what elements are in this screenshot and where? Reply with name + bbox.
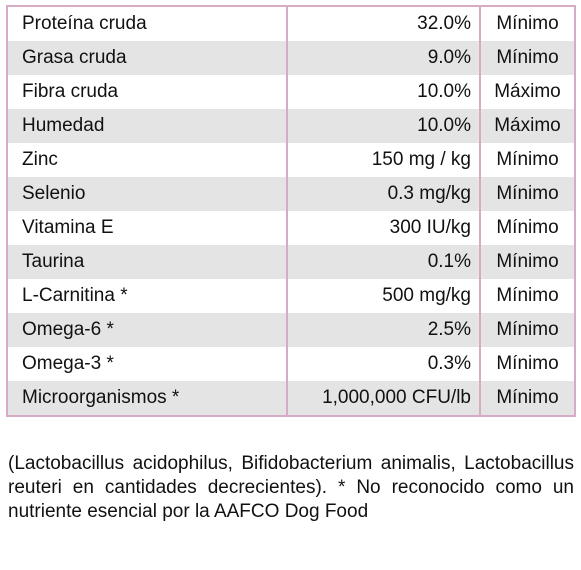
table-row: Taurina 0.1% Mínimo — [6, 245, 576, 279]
table-row: Zinc 150 mg / kg Mínimo — [6, 143, 576, 177]
limit-type: Mínimo — [479, 177, 576, 211]
footnote: (Lactobacillus acidophilus, Bifidobacter… — [8, 453, 574, 522]
table-row: Fibra cruda 10.0% Máximo — [6, 75, 576, 109]
nutrient-name: Microorganismos * — [6, 381, 288, 416]
nutrient-name: Taurina — [6, 245, 288, 279]
nutrient-amount: 0.1% — [286, 245, 481, 279]
limit-type: Mínimo — [479, 211, 576, 245]
nutrient-name: Grasa cruda — [6, 41, 288, 75]
table-row: Proteína cruda 32.0% Mínimo — [6, 6, 576, 41]
nutrient-amount: 150 mg / kg — [286, 143, 481, 177]
nutrient-name: Proteína cruda — [6, 6, 288, 41]
table-row: Humedad 10.0% Máximo — [6, 109, 576, 143]
nutrient-table: Proteína cruda 32.0% Mínimo Grasa cruda 9.0%… — [6, 5, 576, 417]
nutrient-amount: 0.3 mg/kg — [286, 177, 481, 211]
limit-type: Mínimo — [479, 347, 576, 381]
nutrient-name: Fibra cruda — [6, 75, 288, 109]
table-row: Vitamina E 300 IU/kg Mínimo — [6, 211, 576, 245]
nutrient-amount: 10.0% — [286, 75, 481, 109]
table-body: Proteína cruda 32.0% Mínimo Grasa cruda 9.0%… — [6, 6, 576, 416]
table-row: Microorganismos * 1,000,000 CFU/lb Mínimo — [6, 381, 576, 416]
nutrient-amount: 300 IU/kg — [286, 211, 481, 245]
limit-type: Mínimo — [479, 245, 576, 279]
nutrient-name: Omega-3 * — [6, 347, 288, 381]
limit-type: Mínimo — [479, 41, 576, 75]
table-row: Selenio 0.3 mg/kg Mínimo — [6, 177, 576, 211]
nutrient-name: Selenio — [6, 177, 288, 211]
table-row: Grasa cruda 9.0% Mínimo — [6, 41, 576, 75]
nutrient-amount: 32.0% — [286, 6, 481, 41]
nutrient-amount: 1,000,000 CFU/lb — [286, 381, 481, 416]
nutrient-name: Omega-6 * — [6, 313, 288, 347]
table-row: Omega-6 * 2.5% Mínimo — [6, 313, 576, 347]
limit-type: Mínimo — [479, 279, 576, 313]
limit-type: Mínimo — [479, 313, 576, 347]
nutrient-name: Vitamina E — [6, 211, 288, 245]
nutrient-amount: 9.0% — [286, 41, 481, 75]
nutrient-name: L-Carnitina * — [6, 279, 288, 313]
nutrient-amount: 2.5% — [286, 313, 481, 347]
table-row: Omega-3 * 0.3% Mínimo — [6, 347, 576, 381]
limit-type: Mínimo — [479, 381, 576, 416]
limit-type: Máximo — [479, 109, 576, 143]
table-row: L-Carnitina * 500 mg/kg Mínimo — [6, 279, 576, 313]
nutrient-amount: 0.3% — [286, 347, 481, 381]
limit-type: Máximo — [479, 75, 576, 109]
nutrient-amount: 10.0% — [286, 109, 481, 143]
nutrient-name: Zinc — [6, 143, 288, 177]
limit-type: Mínimo — [479, 143, 576, 177]
nutrient-name: Humedad — [6, 109, 288, 143]
nutrient-amount: 500 mg/kg — [286, 279, 481, 313]
limit-type: Mínimo — [479, 6, 576, 41]
